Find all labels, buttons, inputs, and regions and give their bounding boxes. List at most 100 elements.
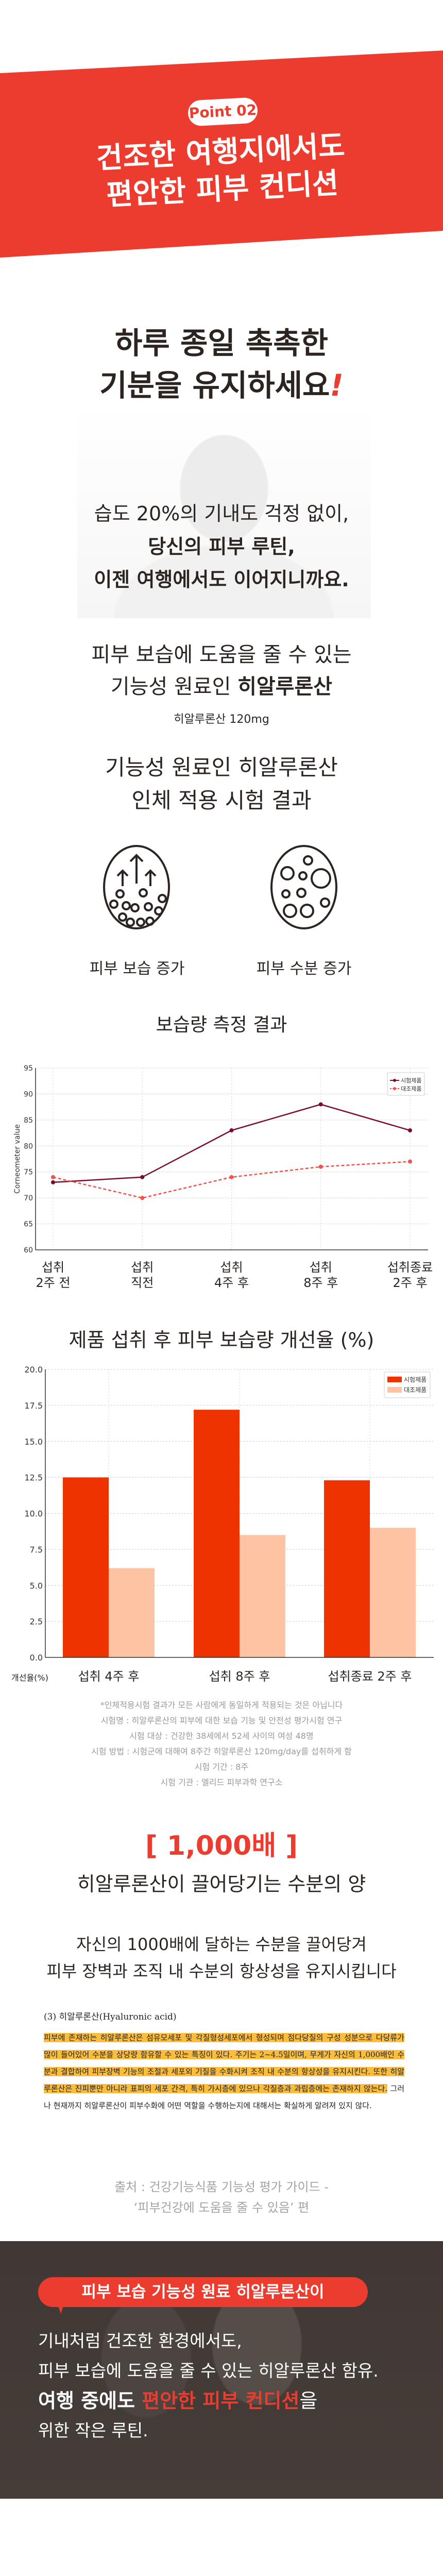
closing-text: 기내처럼 건조한 환경에서도, 피부 보습에 도움을 줄 수 있는 히알루론산 … [38,2326,379,2446]
x-tick-label: 섭취종료 [387,1260,433,1275]
y-tick-label: 90 [24,1090,33,1098]
y-axis-label: 개선율(%) [11,1673,48,1683]
thousand-times-badge: [ 1,000배 ] [145,1831,298,1861]
y-tick-label: 85 [24,1116,33,1125]
trial-line: 인체 적용 시험 결과 [131,788,312,813]
y-tick-label: 75 [24,1168,33,1177]
speech-bubble-tail [58,2304,64,2314]
y-tick-label: 2.5 [30,1617,43,1626]
line-chart-title: 보습량 측정 결과 [156,1014,287,1036]
x-tick-label: 8주 후 [303,1276,338,1290]
x-tick-label: 섭취 [220,1260,243,1275]
y-tick-label: 0.0 [30,1653,43,1663]
data-point [408,1128,412,1133]
water-cells-icon [270,845,337,929]
legend-label: 대조제품 [404,1386,427,1394]
x-tick-label: 섭취 [310,1260,332,1275]
ingredient-heading: 피부 보습에 도움을 줄 수 있는 기능성 원료인 히알루론산 [0,639,443,703]
bar [109,1568,155,1657]
legend-label: 시험제품 [404,1376,427,1383]
data-point [140,1175,145,1179]
note-line: *인체적용시험 결과가 모든 사람에게 동일하게 적용되는 것은 아닙니다 [100,1700,343,1710]
headline: 하루 종일 촉촉한 기분을 유지하세요! [0,322,443,406]
bar-chart-title: 제품 섭취 후 피부 보습량 개선율 (%) [69,1329,374,1351]
ingredient-line: 피부 보습에 도움을 줄 수 있는 [91,643,352,667]
thousand-subtitle: 히알루론산이 끌어당기는 수분의 양 [77,1873,366,1895]
y-tick-label: 7.5 [30,1545,43,1554]
y-tick-label: 20.0 [24,1365,43,1375]
closing-highlight: 편안한 피부 컨디션 [142,2389,300,2412]
y-tick-label: 15.0 [24,1437,43,1447]
trial-heading: 기능성 원료인 히알루론산 인체 적용 시험 결과 [0,751,443,817]
x-tick-label: 섭취종료 2주 후 [328,1669,412,1684]
y-axis-label: Corneometer value [13,1124,22,1194]
data-point [229,1128,234,1133]
excerpt-heading: (3) 히알루론산(Hyaluronic acid) [44,2012,177,2022]
bar [370,1528,416,1657]
effect-label: 피부 수분 증가 [256,960,352,978]
x-tick-label: 직전 [131,1276,154,1290]
intro-line: 이젠 여행에서도 이어지니까요. [94,568,349,591]
intro-line: 당신의 피부 루틴, [148,535,295,558]
legend-marker [393,1079,396,1082]
source-citation: 출처 : 건강기능식품 기능성 평가 가이드 - ‘피부건강에 도움을 줄 수 … [0,2177,443,2218]
ingredient-dose: 히알루론산 120mg [174,713,269,726]
bar [324,1480,370,1657]
closing-line: 을 [299,2389,318,2412]
x-tick-label: 섭취 4주 후 [78,1669,140,1684]
hero-banner [0,50,443,258]
y-tick-label: 65 [24,1221,33,1229]
data-point [318,1102,323,1107]
data-point [408,1159,412,1164]
data-point [229,1175,234,1179]
x-tick-label: 섭취 [131,1260,154,1275]
description-line: 자신의 1000배에 달하는 수분을 끌어당겨 [76,1935,367,1954]
y-tick-label: 70 [24,1194,33,1202]
y-tick-label: 17.5 [24,1401,43,1411]
x-tick-label: 2주 후 [393,1276,427,1290]
x-tick-label: 섭취 8주 후 [209,1669,270,1684]
effect-label: 피부 보습 증가 [89,960,185,978]
trial-notes: *인체적용시험 결과가 모든 사람에게 동일하게 적용되는 것은 아닙니다 시험… [0,1698,443,1790]
legend-swatch [387,1387,402,1393]
source-line: 출처 : 건강기능식품 기능성 평가 가이드 - [114,2180,329,2194]
note-line: 시험 기관 : 엘리드 피부과학 연구소 [160,1777,283,1787]
moisture-rise-icon [103,845,170,929]
ingredient-name: 히알루론산 [237,675,333,699]
closing-line: 기내처럼 건조한 환경에서도, [38,2331,242,2351]
excerpt-text: 그러나 현재까지 히알루론산이 피부수화에 어떤 역할을 수행하는지에 대해서는… [44,2084,404,2110]
point-badge: Point 02 [187,97,259,127]
x-tick-label: 4주 후 [214,1276,249,1290]
y-tick-label: 12.5 [24,1473,43,1483]
x-tick-label: 섭취 [42,1260,64,1275]
thousand-description: 자신의 1000배에 달하는 수분을 끌어당겨 피부 장벽과 조직 내 수분의 … [0,1931,443,1985]
legend-box [387,1072,425,1096]
highlighted-text: 피부에 존재하는 히알루론산은 섬유모세포 및 각질형성세포에서 형성되며 점다… [44,2033,404,2093]
data-point [318,1164,323,1169]
legend-label: 대조제품 [401,1086,421,1092]
ingredient-line: 기능성 원료인 [110,675,238,699]
legend-swatch [387,1377,402,1382]
excerpt-body: 피부에 존재하는 히알루론산은 섬유모세포 및 각질형성세포에서 형성되며 점다… [44,2029,404,2114]
data-point [51,1180,55,1184]
note-line: 시험명 : 히알루론산의 피부에 대한 보습 기능 및 안전성 평가시험 연구 [100,1716,343,1725]
note-line: 시험 기간 : 8주 [194,1762,249,1772]
trial-line: 기능성 원료인 히알루론산 [105,755,338,780]
closing-bold: 여행 중에도 [38,2389,142,2412]
closing-line: 피부 보습에 도움을 줄 수 있는 히알루론산 함유. [38,2361,379,2381]
data-point [51,1175,55,1179]
source-line: ‘피부건강에 도움을 줄 수 있음’ 편 [133,2200,310,2215]
legend-label: 시험제품 [401,1077,421,1084]
intro-line: 습도 20%의 기내도 걱정 없이, [94,502,349,525]
improvement-bar-chart: 0.0 2.5 5.0 7.5 10.0 12.5 15.0 17.5 20.0 섭취 4주 후 섭… [11,1365,434,1684]
y-tick-label: 60 [24,1246,33,1255]
description-line: 피부 장벽과 조직 내 수분의 항상성을 유지시킵니다 [46,1961,397,1981]
bar [63,1477,109,1657]
document-excerpt: (3) 히알루론산(Hyaluronic acid) 피부에 존재하는 히알루론… [44,2009,404,2114]
exclamation: ! [330,368,344,403]
y-tick-label: 95 [24,1064,33,1073]
data-point [140,1196,145,1200]
y-tick-label: 80 [24,1142,33,1150]
closing-line: 위한 작은 루틴. [38,2420,148,2441]
intro-text: 습도 20%의 기내도 걱정 없이, 당신의 피부 루틴, 이젠 여행에서도 이… [0,497,443,596]
